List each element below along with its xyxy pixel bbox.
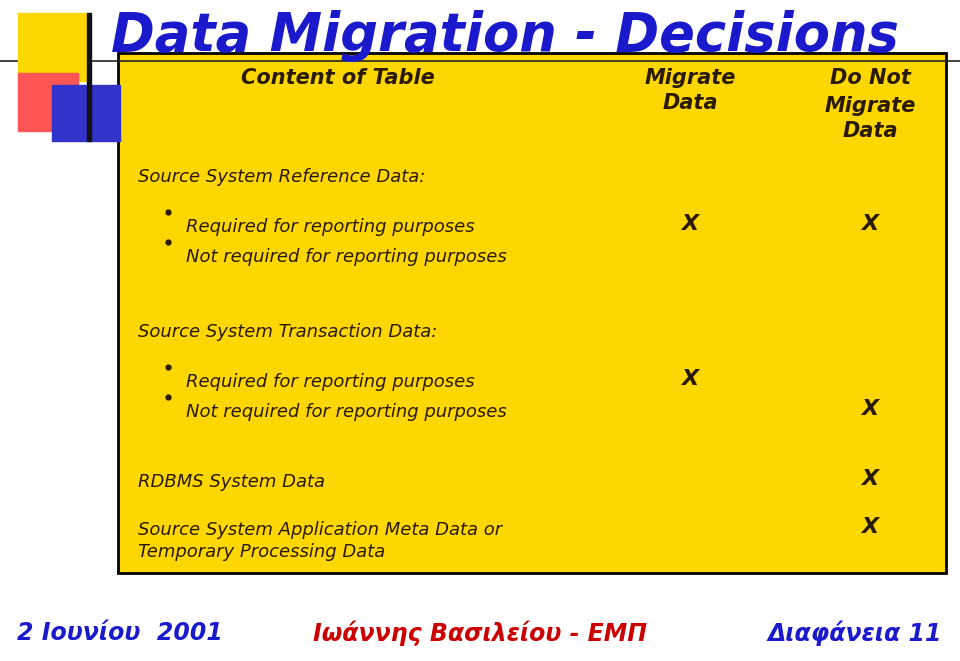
Text: Required for reporting purposes: Required for reporting purposes <box>186 373 474 391</box>
Text: Migrate
Data: Migrate Data <box>644 68 735 113</box>
Text: RDBMS System Data: RDBMS System Data <box>138 473 325 491</box>
Text: X: X <box>861 399 878 419</box>
Text: X: X <box>861 214 878 234</box>
Bar <box>52 85 120 141</box>
Text: Διαφάνεια 11: Διαφάνεια 11 <box>768 620 943 646</box>
Bar <box>87 13 91 141</box>
Text: X: X <box>861 469 878 489</box>
Text: Required for reporting purposes: Required for reporting purposes <box>186 218 474 236</box>
Text: X: X <box>861 517 878 537</box>
Text: Source System Reference Data:: Source System Reference Data: <box>138 168 425 186</box>
Text: Ιωάννης Βασιλείου - ΕΜΠ: Ιωάννης Βασιλείου - ΕΜΠ <box>313 620 647 646</box>
Text: 2 Ιουνίου  2001: 2 Ιουνίου 2001 <box>17 621 223 645</box>
Text: Source System Application Meta Data or
Temporary Processing Data: Source System Application Meta Data or T… <box>138 521 502 561</box>
Text: X: X <box>682 214 699 234</box>
Bar <box>18 73 78 131</box>
Bar <box>118 53 946 573</box>
Text: Content of Table: Content of Table <box>241 68 435 88</box>
Text: Do Not: Do Not <box>829 68 910 88</box>
Text: Source System Transaction Data:: Source System Transaction Data: <box>138 323 438 341</box>
Text: Not required for reporting purposes: Not required for reporting purposes <box>186 403 507 421</box>
Text: Not required for reporting purposes: Not required for reporting purposes <box>186 248 507 266</box>
Text: Migrate
Data: Migrate Data <box>825 96 916 141</box>
Bar <box>18 13 90 81</box>
Text: Data Migration - Decisions: Data Migration - Decisions <box>111 10 899 62</box>
Text: X: X <box>682 369 699 389</box>
